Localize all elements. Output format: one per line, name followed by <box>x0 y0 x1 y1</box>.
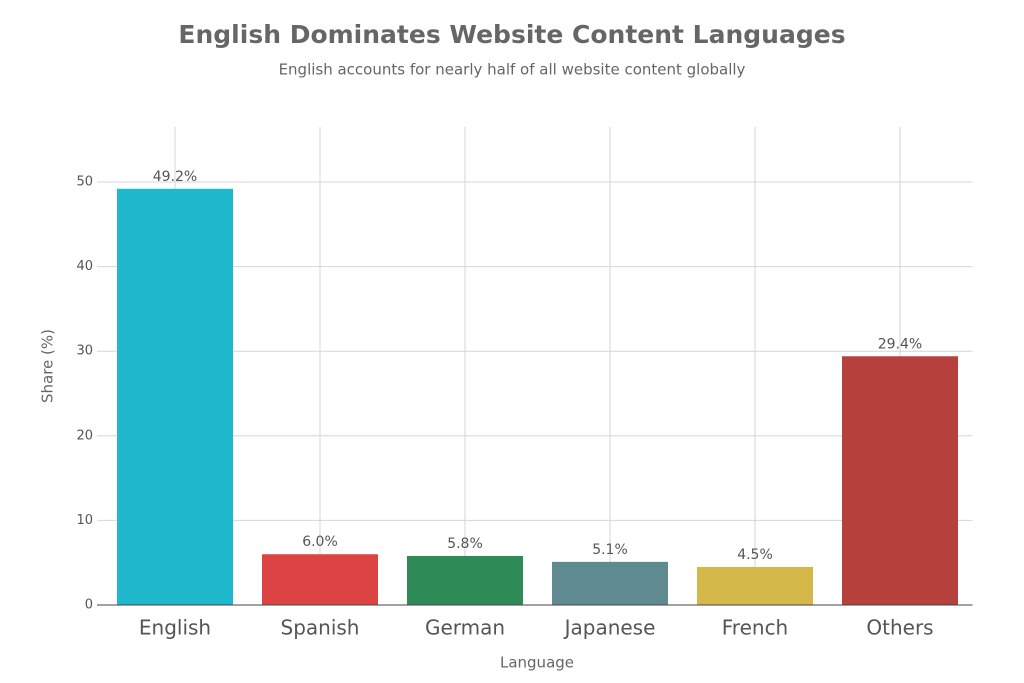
y-tick-label: 30 <box>76 344 93 359</box>
x-tick-label: French <box>722 616 788 640</box>
bar <box>552 561 668 605</box>
chart-title: English Dominates Website Content Langua… <box>178 20 845 49</box>
x-tick-label: Others <box>866 616 933 640</box>
bar <box>117 188 233 606</box>
value-label: 49.2% <box>153 169 197 185</box>
x-tick-label: Japanese <box>563 616 656 640</box>
y-tick-label: 20 <box>76 428 93 443</box>
bar <box>842 356 958 605</box>
x-axis-label: Language <box>500 654 574 672</box>
y-axis-label: Share (%) <box>39 329 57 403</box>
value-label: 29.4% <box>878 336 922 352</box>
value-label: 5.8% <box>447 536 483 552</box>
x-tick-label: Spanish <box>281 616 360 640</box>
bar <box>697 566 813 605</box>
y-tick-label: 50 <box>76 174 93 189</box>
y-tick-label: 10 <box>76 513 93 528</box>
value-label: 4.5% <box>737 547 773 563</box>
value-label: 6.0% <box>302 534 338 550</box>
y-tick-label: 40 <box>76 259 93 274</box>
x-tick-label: German <box>425 616 505 640</box>
value-label: 5.1% <box>592 542 628 558</box>
bar <box>407 555 523 605</box>
bar <box>262 554 378 605</box>
y-tick-label: 0 <box>85 598 93 613</box>
chart-subtitle: English accounts for nearly half of all … <box>279 61 746 79</box>
x-tick-label: English <box>139 616 211 640</box>
